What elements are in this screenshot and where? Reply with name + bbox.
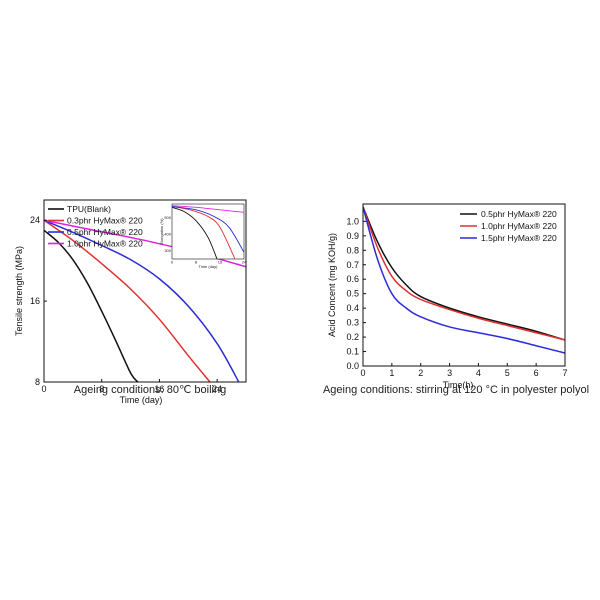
chart2-xtick-label-6: 6 — [534, 368, 539, 378]
chart1-xtick-label-3: 24 — [212, 384, 222, 394]
chart2-series-2 — [363, 206, 565, 354]
inset-series-2 — [172, 206, 244, 253]
chart1-ytick-label-0: 8 — [35, 377, 40, 387]
chart2-ytick-label-0: 0.0 — [346, 361, 359, 371]
chart1-xlabel: Time (day) — [120, 395, 163, 405]
chart1-legend-label-3: 1.0phr HyMax® 220 — [67, 239, 143, 249]
chart1-series-1 — [44, 219, 211, 382]
inset-ytick-label-0: 300 — [164, 248, 171, 253]
chart1-caption: Ageing conditions: 80℃ boiling — [74, 384, 226, 396]
chart1-ytick-label-2: 24 — [30, 215, 40, 225]
inset-ytick-label-2: 500 — [164, 215, 171, 220]
chart1-inset: 0 8 16 24 300 400 500 Time (day) Elongation (%) — [159, 203, 247, 269]
chart2-ytick-label-5: 0.5 — [346, 289, 359, 299]
chart2-xtick-label-0: 0 — [360, 368, 365, 378]
chart2-xtick-label-4: 4 — [476, 368, 481, 378]
inset-series-group — [172, 205, 244, 259]
chart1-frame — [43, 199, 247, 383]
inset-xtick-label-3: 24 — [242, 260, 247, 265]
chart2-ytick-label-7: 0.7 — [346, 260, 359, 270]
chart2-xtick-label-1: 1 — [389, 368, 394, 378]
chart1-series-2 — [44, 219, 240, 382]
chart1-xtick-label-1: 8 — [99, 384, 104, 394]
chart2-ytick-label-4: 0.4 — [346, 303, 359, 313]
chart2-series-group — [363, 206, 565, 354]
chart2-xlabel: Time(h) — [443, 380, 474, 390]
acid-chart: 0 1 2 3 4 5 6 7 0.0 0.1 0.2 0.3 0.4 0.5 0.6 0.7 0.8 0.9 1.… — [323, 203, 589, 396]
inset-xtick-label-2: 16 — [218, 260, 223, 265]
chart2-legend: 0.5phr HyMax® 220 1.0phr HyMax® 220 1.5phr… — [460, 209, 557, 243]
chart2-ytick-label-8: 0.8 — [346, 245, 359, 255]
chart2-series-0 — [363, 206, 565, 341]
chart1-legend-label-0: TPU(Blank) — [67, 204, 111, 214]
inset-ylabel: Elongation (%) — [159, 218, 164, 245]
inset-xtick-label-0: 0 — [171, 260, 174, 265]
chart2-ytick-label-3: 0.3 — [346, 318, 359, 328]
inset-series-0 — [172, 206, 218, 259]
inset-series-3 — [172, 205, 244, 213]
chart2-legend-label-0: 0.5phr HyMax® 220 — [481, 209, 557, 219]
chart2-ylabel: Acid Concent (mg KOH/g) — [327, 233, 337, 337]
chart2-frame — [362, 203, 566, 367]
chart1-series-0 — [44, 229, 139, 382]
chart2-xtick-label-7: 7 — [562, 368, 567, 378]
chart1-ytick-label-1: 16 — [30, 296, 40, 306]
chart1-xtick-label-0: 0 — [41, 384, 46, 394]
chart2-series-1 — [363, 206, 565, 341]
chart1-legend-label-2: 0.5phr HyMax® 220 — [67, 227, 143, 237]
inset-xlabel: Time (day) — [199, 264, 219, 269]
chart1-legend-label-1: 0.3phr HyMax® 220 — [67, 216, 143, 226]
chart2-xtick-label-3: 3 — [447, 368, 452, 378]
inset-xtick-label-1: 8 — [195, 260, 198, 265]
chart1-xtick-label-2: 16 — [154, 384, 164, 394]
inset-frame — [171, 203, 245, 260]
inset-ytick-label-1: 400 — [164, 232, 171, 237]
chart2-xtick-label-5: 5 — [505, 368, 510, 378]
chart2-ytick-label-10: 1.0 — [346, 216, 359, 226]
inset-series-1 — [172, 206, 236, 259]
chart2-legend-label-1: 1.0phr HyMax® 220 — [481, 221, 557, 231]
chart2-legend-label-2: 1.5phr HyMax® 220 — [481, 233, 557, 243]
chart2-caption: Ageing conditions: stirring at 120 °C in… — [323, 384, 589, 396]
chart2-ytick-label-9: 0.9 — [346, 231, 359, 241]
chart2-ytick-label-2: 0.2 — [346, 332, 359, 342]
chart2-xtick-label-2: 2 — [418, 368, 423, 378]
chart2-ytick-label-1: 0.1 — [346, 347, 359, 357]
chart2-ytick-label-6: 0.6 — [346, 274, 359, 284]
chart1-ylabel: Tensile strength (MPa) — [14, 246, 24, 336]
